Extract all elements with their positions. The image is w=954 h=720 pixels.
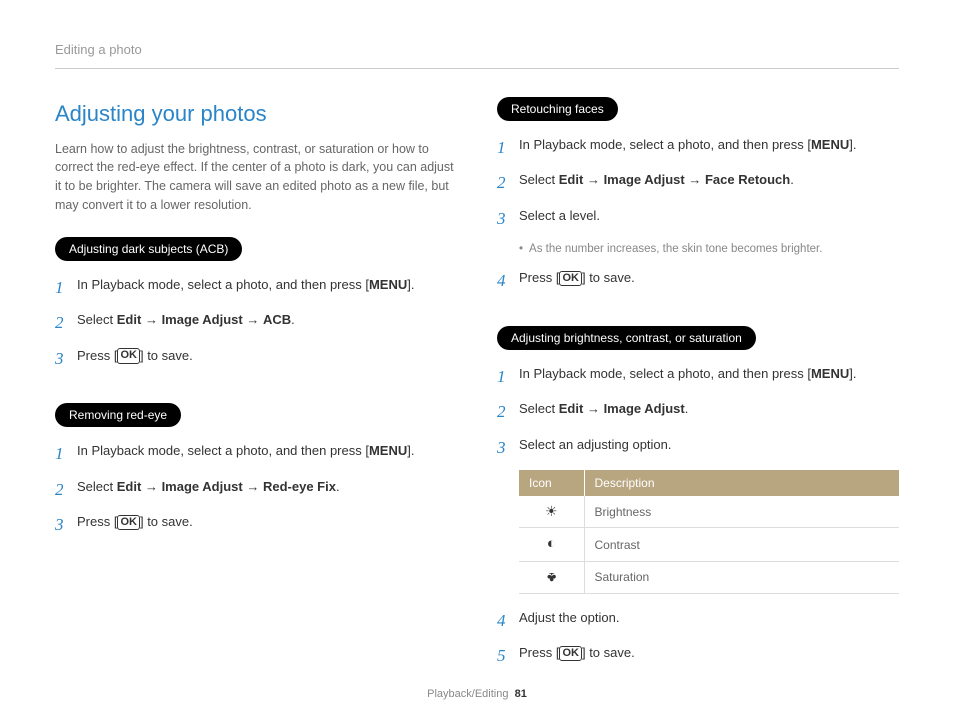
- step: 5Press [OK] to save.: [497, 643, 899, 669]
- step-text: In Playback mode, select a photo, and th…: [519, 135, 899, 161]
- table-row: Brightness: [519, 496, 899, 528]
- page-title: Adjusting your photos: [55, 97, 457, 130]
- step-text: Select Edit → Image Adjust → Red-eye Fix…: [77, 477, 457, 503]
- step-text: Select Edit → Image Adjust.: [519, 399, 899, 425]
- step-number: 3: [497, 206, 519, 232]
- step-text: Press [OK] to save.: [519, 268, 899, 294]
- step: 2Select Edit → Image Adjust → ACB.: [55, 310, 457, 336]
- left-column: Adjusting your photos Learn how to adjus…: [55, 97, 457, 701]
- section: Retouching faces 1In Playback mode, selec…: [497, 97, 899, 294]
- step-number: 3: [497, 435, 519, 461]
- step-text: Press [OK] to save.: [519, 643, 899, 669]
- section-heading: Adjusting dark subjects (ACB): [55, 237, 242, 261]
- table-header: Description: [584, 470, 899, 496]
- step-text: Select an adjusting option.: [519, 435, 899, 461]
- options-table: IconDescriptionBrightnessContrastSaturat…: [519, 470, 899, 594]
- step-number: 3: [55, 346, 77, 372]
- table-header: Icon: [519, 470, 584, 496]
- step: 2Select Edit → Image Adjust → Face Retou…: [497, 170, 899, 196]
- step: 3Select a level.: [497, 206, 899, 232]
- saturation-icon: [519, 561, 584, 593]
- step: 2Select Edit → Image Adjust → Red-eye Fi…: [55, 477, 457, 503]
- section: Adjusting brightness, contrast, or satur…: [497, 326, 899, 669]
- step: 4Adjust the option.: [497, 608, 899, 634]
- step: 2Select Edit → Image Adjust.: [497, 399, 899, 425]
- step: 3Select an adjusting option.: [497, 435, 899, 461]
- ok-icon: OK: [559, 271, 582, 286]
- step: 1In Playback mode, select a photo, and t…: [497, 364, 899, 390]
- step-number: 2: [55, 477, 77, 503]
- table-desc: Contrast: [584, 528, 899, 562]
- step-text: Select Edit → Image Adjust → Face Retouc…: [519, 170, 899, 196]
- content-columns: Adjusting your photos Learn how to adjus…: [55, 97, 899, 701]
- step-text: Press [OK] to save.: [77, 346, 457, 372]
- step-number: 1: [497, 364, 519, 390]
- step-number: 1: [55, 275, 77, 301]
- brightness-icon: [519, 496, 584, 528]
- step: 1In Playback mode, select a photo, and t…: [55, 275, 457, 301]
- step: 1In Playback mode, select a photo, and t…: [55, 441, 457, 467]
- step: 4Press [OK] to save.: [497, 268, 899, 294]
- step-text: Press [OK] to save.: [77, 512, 457, 538]
- section: Adjusting dark subjects (ACB) 1In Playbac…: [55, 237, 457, 372]
- contrast-icon: [519, 528, 584, 562]
- section-heading: Adjusting brightness, contrast, or satur…: [497, 326, 756, 350]
- step-text: In Playback mode, select a photo, and th…: [77, 441, 457, 467]
- table-row: Saturation: [519, 561, 899, 593]
- ok-icon: OK: [117, 348, 140, 363]
- footer: Playback/Editing 81: [0, 686, 954, 703]
- intro-text: Learn how to adjust the brightness, cont…: [55, 140, 457, 215]
- step: 3Press [OK] to save.: [55, 512, 457, 538]
- step: 1In Playback mode, select a photo, and t…: [497, 135, 899, 161]
- section: Removing red-eye 1In Playback mode, selec…: [55, 403, 457, 538]
- table-desc: Saturation: [584, 561, 899, 593]
- right-column: Retouching faces1In Playback mode, selec…: [497, 97, 899, 701]
- step-number: 2: [55, 310, 77, 336]
- breadcrumb: Editing a photo: [55, 40, 899, 69]
- section-heading: Removing red-eye: [55, 403, 181, 427]
- footer-chapter: Playback/Editing: [427, 688, 508, 700]
- ok-icon: OK: [559, 646, 582, 661]
- step: 3Press [OK] to save.: [55, 346, 457, 372]
- ok-icon: OK: [117, 515, 140, 530]
- step-number: 2: [497, 399, 519, 425]
- step-text: Select Edit → Image Adjust → ACB.: [77, 310, 457, 336]
- step-text: Select a level.: [519, 206, 899, 232]
- footer-page: 81: [515, 688, 527, 700]
- step-number: 3: [55, 512, 77, 538]
- step-note: •As the number increases, the skin tone …: [519, 241, 899, 258]
- step-number: 1: [497, 135, 519, 161]
- step-text: In Playback mode, select a photo, and th…: [519, 364, 899, 390]
- table-desc: Brightness: [584, 496, 899, 528]
- step-number: 1: [55, 441, 77, 467]
- table-row: Contrast: [519, 528, 899, 562]
- step-text: Adjust the option.: [519, 608, 899, 634]
- step-number: 2: [497, 170, 519, 196]
- step-text: In Playback mode, select a photo, and th…: [77, 275, 457, 301]
- step-number: 4: [497, 608, 519, 634]
- section-heading: Retouching faces: [497, 97, 618, 121]
- step-number: 4: [497, 268, 519, 294]
- step-number: 5: [497, 643, 519, 669]
